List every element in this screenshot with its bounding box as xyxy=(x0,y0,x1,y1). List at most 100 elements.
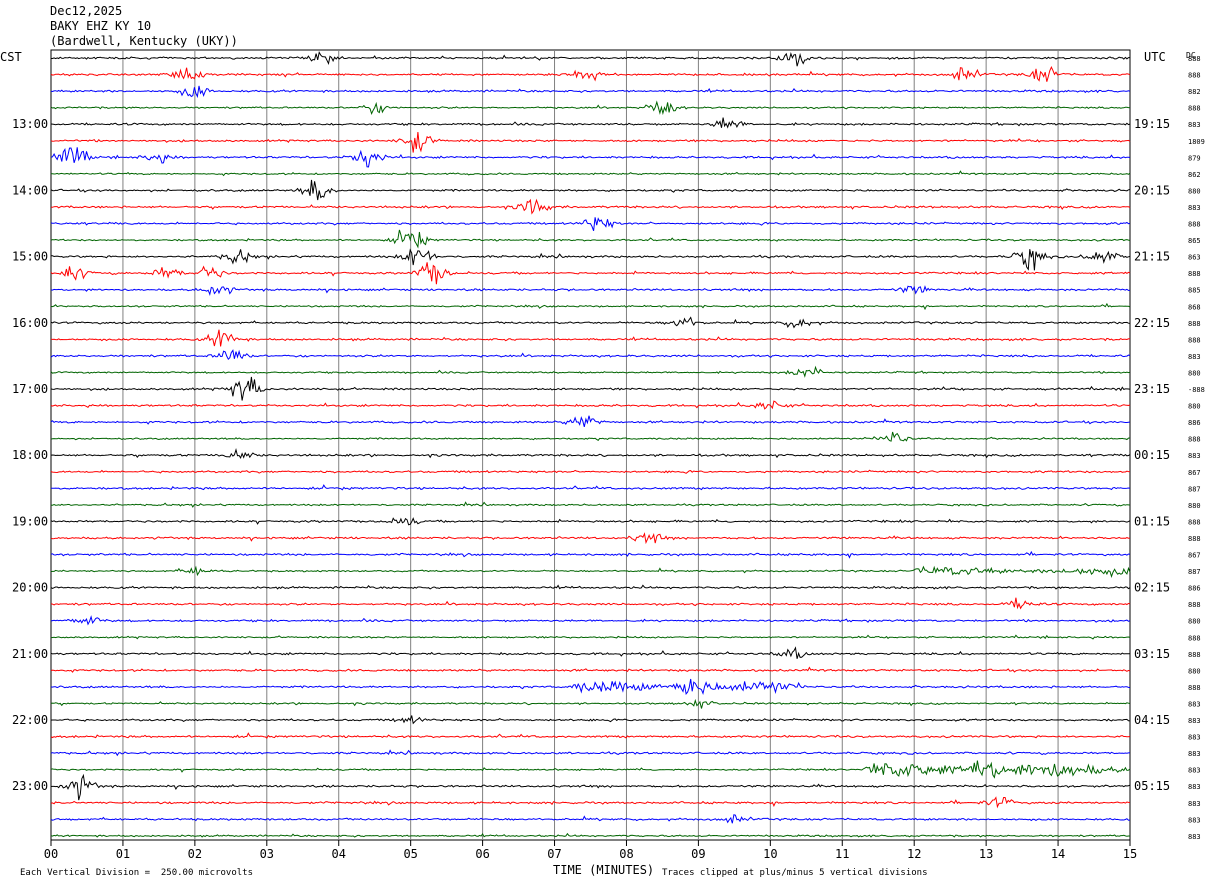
dc-value: 880 xyxy=(1188,667,1201,675)
trace-row-23 xyxy=(50,431,1131,442)
dc-value: 879 xyxy=(1188,154,1201,162)
dc-value: 888 xyxy=(1188,436,1201,444)
trace-row-22 xyxy=(50,415,1131,428)
trace-row-4 xyxy=(50,117,1131,129)
dc-value: 883 xyxy=(1188,783,1201,791)
trace-row-14 xyxy=(50,285,1131,297)
dc-value: 1809 xyxy=(1188,138,1205,146)
dc-value: 888 xyxy=(1188,221,1201,229)
trace-row-36 xyxy=(50,646,1131,659)
dc-value: 888 xyxy=(1188,535,1201,543)
dc-value: -888 xyxy=(1188,386,1205,394)
dc-column-label: DC xyxy=(1186,51,1196,60)
dc-value: 862 xyxy=(1188,171,1201,179)
dc-value: 888 xyxy=(1188,634,1201,642)
left-hour-labels: 13:00 14:00 15:00 16:00 17:00 18:00 19:00 20:00… xyxy=(12,117,48,793)
trace-row-46 xyxy=(50,814,1131,824)
trace-row-44 xyxy=(50,773,1131,801)
dc-value: 867 xyxy=(1188,552,1201,560)
trace-row-35 xyxy=(50,634,1131,640)
dc-value: 883 xyxy=(1188,700,1201,708)
clip-note: Traces clipped at plus/minus 5 vertical … xyxy=(662,868,928,878)
trace-row-30 xyxy=(50,550,1131,559)
right-hour-label: 01:15 xyxy=(1134,514,1170,528)
trace-row-16 xyxy=(50,316,1131,329)
trace-row-7 xyxy=(51,170,1131,177)
trace-row-40 xyxy=(50,715,1131,725)
dc-value: 880 xyxy=(1188,187,1201,195)
x-tick-label: 09 xyxy=(691,847,705,861)
trace-row-33 xyxy=(50,597,1131,610)
dc-value: 865 xyxy=(1188,237,1201,245)
x-tick-label: 01 xyxy=(116,847,130,861)
trace-row-13 xyxy=(50,262,1131,285)
trace-row-21 xyxy=(50,400,1131,410)
dc-offset-labels: 888 888 882 888 883 1809 879 862 880 883 888 865 863… xyxy=(1188,55,1205,841)
right-hour-label: 22:15 xyxy=(1134,316,1170,330)
left-timezone-label: CST xyxy=(0,50,22,64)
header-location: (Bardwell, Kentucky (UKY)) xyxy=(50,34,238,48)
left-hour-label: 18:00 xyxy=(12,448,48,462)
dc-value: 888 xyxy=(1188,518,1201,526)
x-tick-label: 15 xyxy=(1123,847,1137,861)
header-station: BAKY EHZ KY 10 xyxy=(50,19,152,33)
dc-value: 883 xyxy=(1188,833,1201,841)
dc-value: 880 xyxy=(1188,403,1201,411)
trace-row-31 xyxy=(50,565,1131,578)
trace-row-28 xyxy=(50,517,1131,526)
trace-row-5 xyxy=(50,132,1131,153)
dc-value: 883 xyxy=(1188,452,1201,460)
dc-value: 883 xyxy=(1188,121,1201,129)
seismic-traces xyxy=(50,50,1131,838)
trace-row-24 xyxy=(50,447,1131,460)
dc-value: 887 xyxy=(1188,485,1201,493)
dc-value: 863 xyxy=(1188,254,1201,262)
x-tick-label: 10 xyxy=(763,847,777,861)
right-hour-label: 00:15 xyxy=(1134,448,1170,462)
dc-value: 883 xyxy=(1188,204,1201,212)
trace-row-11 xyxy=(50,229,1131,249)
trace-row-19 xyxy=(50,365,1131,378)
right-hour-label: 21:15 xyxy=(1134,250,1170,264)
trace-row-1 xyxy=(50,66,1131,82)
dc-value: 883 xyxy=(1188,734,1201,742)
left-hour-label: 20:00 xyxy=(12,581,48,595)
right-hour-label: 20:15 xyxy=(1134,183,1170,197)
left-hour-label: 22:00 xyxy=(12,713,48,727)
x-axis-title: TIME (MINUTES) xyxy=(553,863,655,877)
left-hour-label: 19:00 xyxy=(12,514,48,528)
trace-row-0 xyxy=(51,50,1130,67)
trace-row-27 xyxy=(50,501,1131,508)
left-hour-label: 16:00 xyxy=(12,316,48,330)
trace-row-38 xyxy=(50,678,1131,696)
dc-value: 888 xyxy=(1188,601,1201,609)
trace-row-32 xyxy=(50,584,1131,590)
trace-row-25 xyxy=(50,469,1131,474)
trace-row-37 xyxy=(50,666,1131,673)
dc-value: 888 xyxy=(1188,336,1201,344)
right-hour-label: 02:15 xyxy=(1134,581,1170,595)
dc-value: 888 xyxy=(1188,270,1201,278)
dc-value: 885 xyxy=(1188,287,1201,295)
x-tick-label: 04 xyxy=(332,847,346,861)
x-tick-label: 13 xyxy=(979,847,993,861)
right-hour-label: 19:15 xyxy=(1134,117,1170,131)
dc-value: 880 xyxy=(1188,502,1201,510)
trace-row-2 xyxy=(50,85,1131,99)
scale-note: Each Vertical Division = 250.00 microvol… xyxy=(20,868,253,878)
left-hour-label: 21:00 xyxy=(12,647,48,661)
x-tick-label: 08 xyxy=(619,847,633,861)
trace-row-41 xyxy=(50,732,1131,739)
right-hour-label: 23:15 xyxy=(1134,382,1170,396)
trace-row-26 xyxy=(50,484,1131,491)
x-tick-label: 03 xyxy=(260,847,274,861)
left-hour-label: 23:00 xyxy=(12,779,48,793)
trace-row-6 xyxy=(50,147,1131,168)
trace-row-43 xyxy=(50,760,1131,779)
dc-value: 888 xyxy=(1188,651,1201,659)
dc-value: 883 xyxy=(1188,750,1201,758)
dc-value: 868 xyxy=(1188,303,1201,311)
right-hour-labels: 19:15 20:15 21:15 22:15 23:15 00:15 01:15 02:15… xyxy=(1134,117,1170,793)
left-hour-label: 15:00 xyxy=(12,250,48,264)
right-hour-label: 04:15 xyxy=(1134,713,1170,727)
